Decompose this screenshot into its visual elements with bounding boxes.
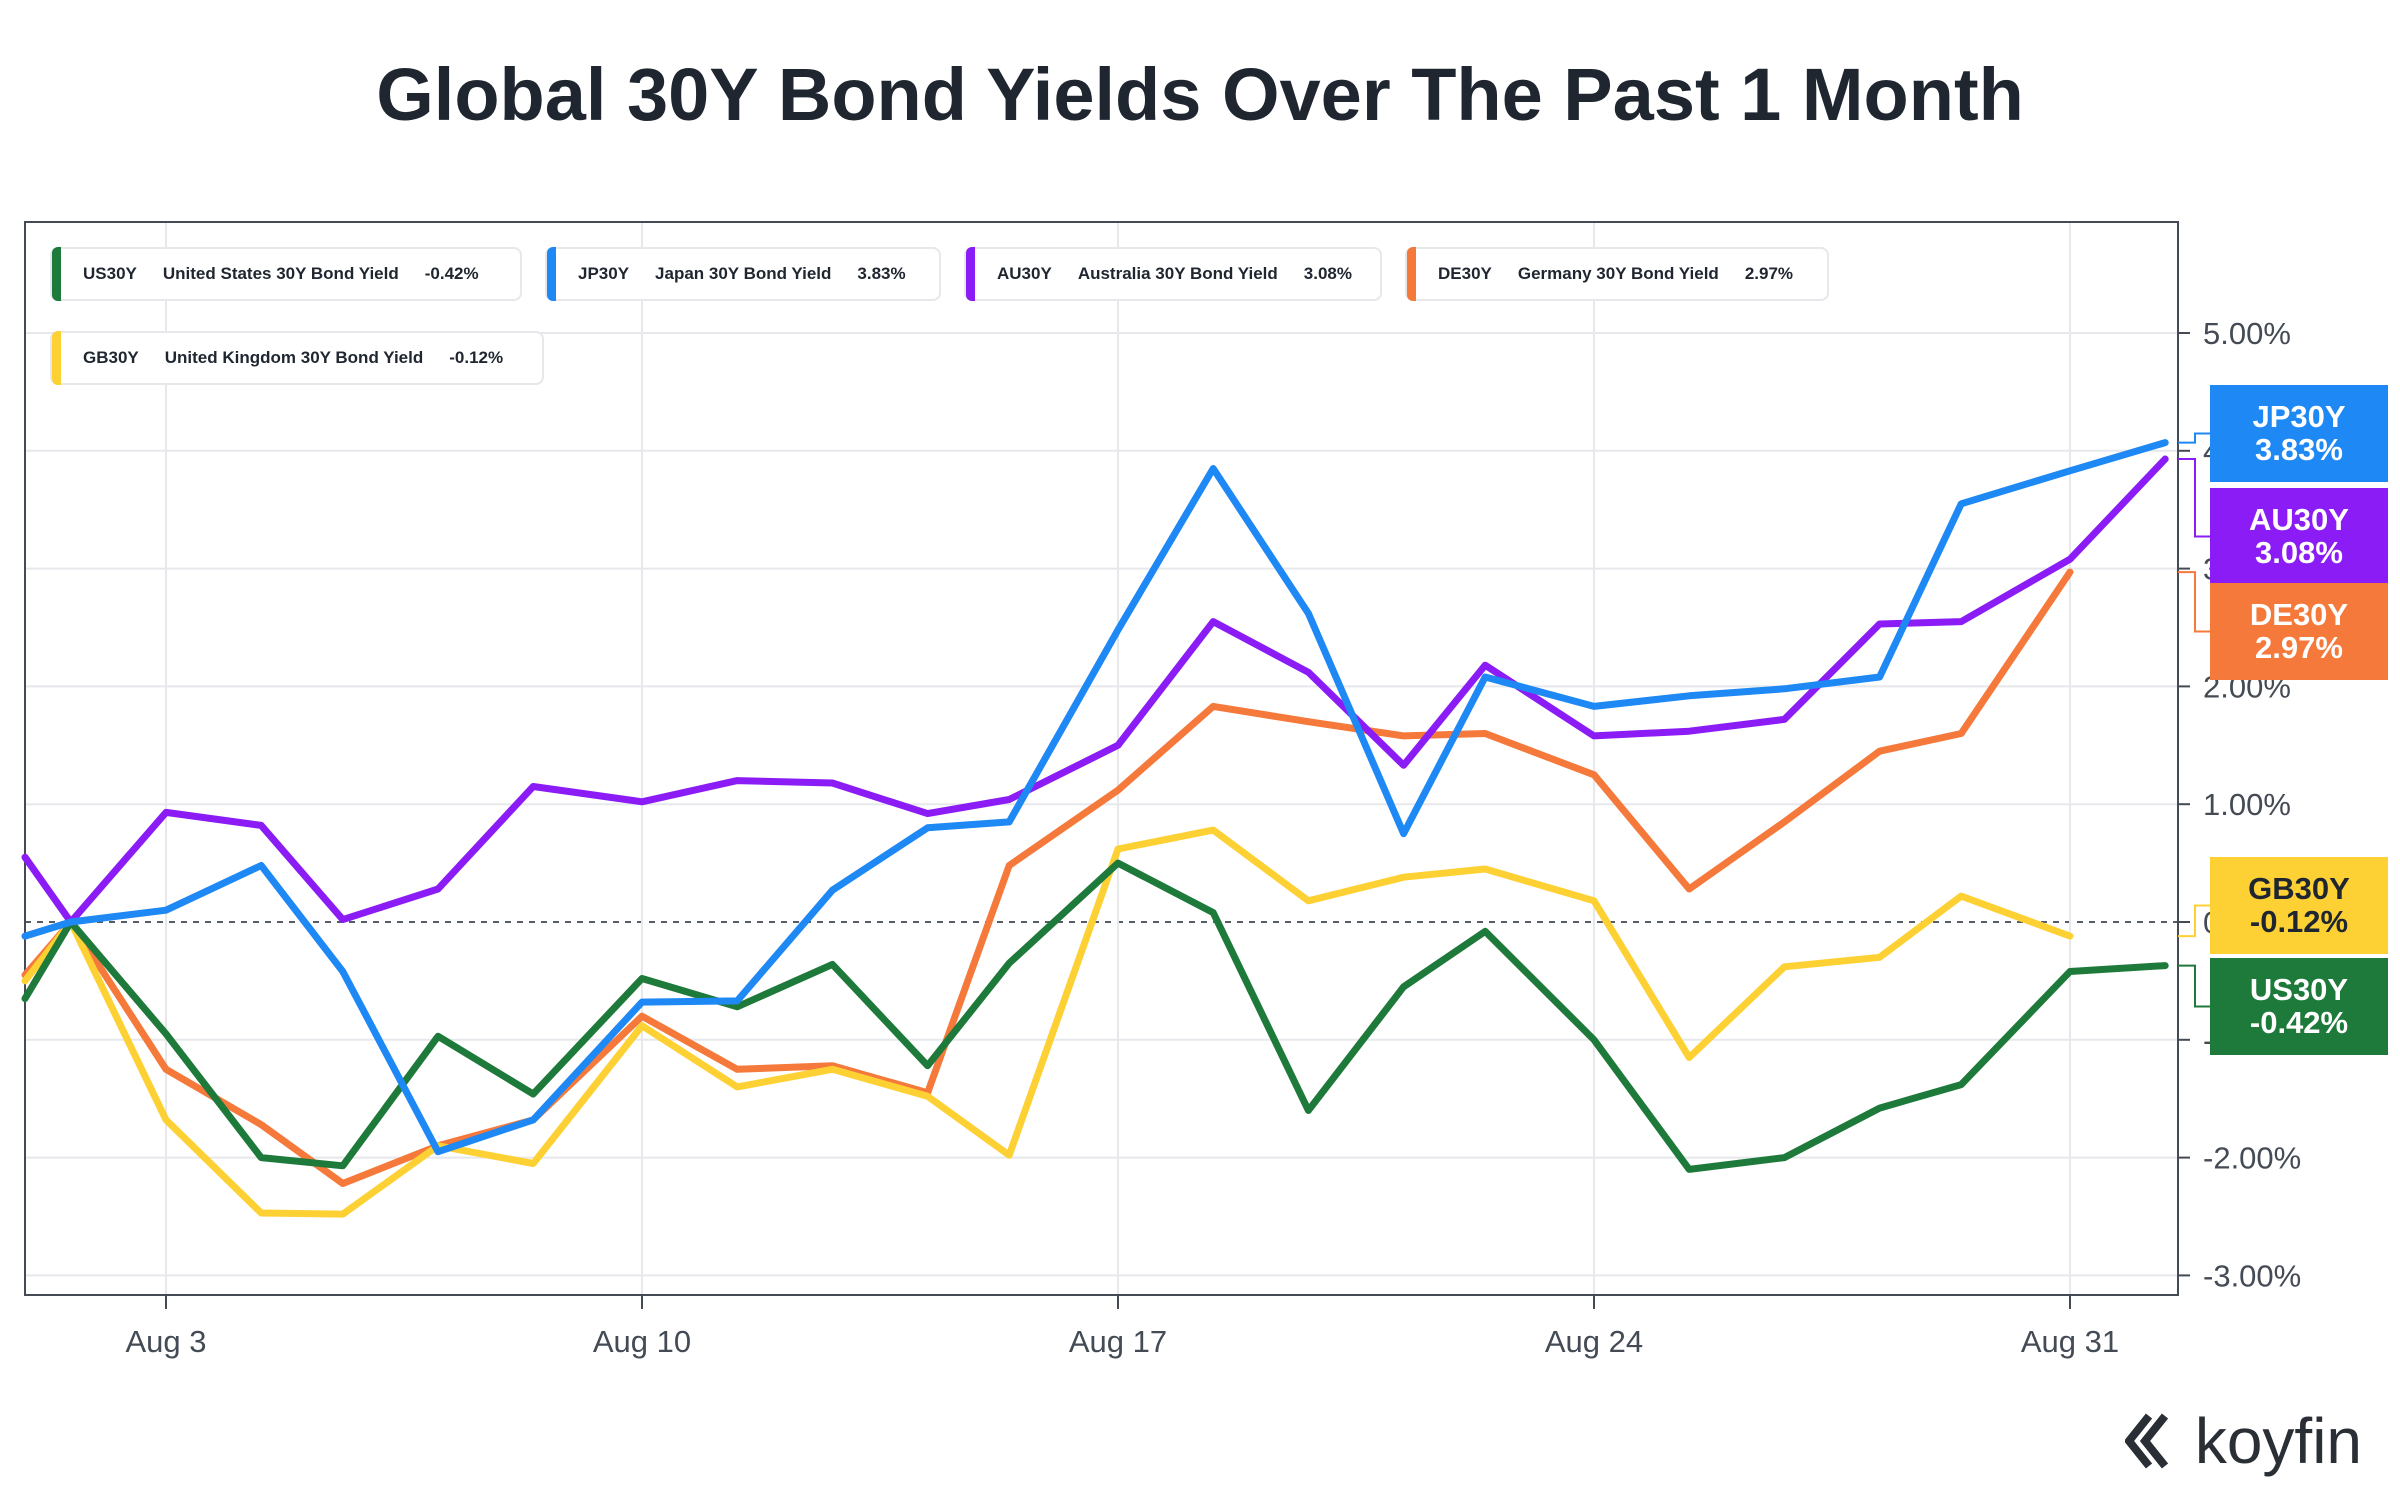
koyfin-logo-icon <box>2124 1413 2168 1469</box>
value-tag-value: 3.08% <box>2255 535 2343 570</box>
legend-series-name: United States 30Y Bond Yield <box>162 264 399 283</box>
tag-connector-us30y <box>2178 964 2210 1008</box>
value-tag-ticker: GB30Y <box>2248 871 2350 906</box>
grid-lines <box>25 222 2178 1295</box>
legend-swatch <box>52 331 61 385</box>
brand-logo: koyfin <box>2124 1404 2362 1478</box>
series-lines <box>21 439 2169 1218</box>
value-tag-jp30y: JP30Y 3.83% <box>2210 385 2388 482</box>
x-tick-label: Aug 24 <box>1545 1324 1643 1359</box>
legend-item-au30y[interactable]: AU30Y Australia 30Y Bond Yield 3.08% <box>964 247 1382 301</box>
y-tick-label: 1.00% <box>2203 787 2291 822</box>
value-tag-gb30y: GB30Y -0.12% <box>2210 857 2388 954</box>
value-tag-ticker: DE30Y <box>2249 597 2349 632</box>
legend-value: 3.08% <box>1303 264 1352 283</box>
legend-item-us30y[interactable]: US30Y United States 30Y Bond Yield -0.42% <box>50 247 522 301</box>
legend-item-de30y[interactable]: DE30Y Germany 30Y Bond Yield 2.97% <box>1405 247 1829 301</box>
legend-swatch <box>966 247 975 301</box>
legend-item-gb30y[interactable]: GB30Y United Kingdom 30Y Bond Yield -0.12% <box>50 331 544 385</box>
legend-ticker: DE30Y <box>1438 264 1492 283</box>
series-line-au30y <box>21 455 2169 926</box>
legend-ticker: JP30Y <box>578 264 630 283</box>
legend-series-name: Japan 30Y Bond Yield <box>655 264 832 283</box>
x-tick-label: Aug 17 <box>1069 1324 1167 1359</box>
legend-ticker: US30Y <box>83 264 137 283</box>
series-line-gb30y <box>21 826 2074 1218</box>
value-tag-us30y: US30Y -0.42% <box>2210 958 2388 1055</box>
legend-series-name: Germany 30Y Bond Yield <box>1517 264 1719 283</box>
x-tick-label: Aug 10 <box>593 1324 691 1359</box>
legend-swatch <box>52 247 61 301</box>
legend-value: -0.12% <box>449 348 504 367</box>
value-tag-ticker: US30Y <box>2249 972 2349 1007</box>
legend-ticker: GB30Y <box>83 348 139 367</box>
series-line-jp30y <box>21 439 2169 1156</box>
value-tag-value: -0.12% <box>2249 904 2349 939</box>
series-line-de30y <box>21 568 2074 1187</box>
value-tag-ticker: JP30Y <box>2252 399 2346 434</box>
x-tick-label: Aug 31 <box>2021 1324 2119 1359</box>
tag-connector-jp30y <box>2178 432 2210 444</box>
plot-frame <box>24 221 2179 1296</box>
legend-ticker: AU30Y <box>997 264 1052 283</box>
y-tick-label: 5.00% <box>2203 316 2291 351</box>
tag-connector-au30y <box>2178 458 2210 538</box>
y-tick-label: -2.00% <box>2203 1141 2301 1176</box>
value-tag-value: 3.83% <box>2255 432 2343 467</box>
y-tick-label: -3.00% <box>2203 1258 2301 1293</box>
value-tag-value: 2.97% <box>2255 630 2343 665</box>
tag-connector-de30y <box>2178 571 2210 633</box>
brand-name: koyfin <box>2194 1405 2362 1477</box>
tag-connectors <box>2178 432 2210 1008</box>
tag-connector-gb30y <box>2178 904 2210 938</box>
series-line-us30y <box>21 859 2169 1173</box>
x-axis: Aug 3 Aug 10 Aug 17 Aug 24 Aug 31 <box>125 1295 2119 1359</box>
value-tag-au30y: AU30Y 3.08% <box>2210 488 2388 585</box>
legend-value: 2.97% <box>1744 264 1794 283</box>
chart-title: Global 30Y Bond Yields Over The Past 1 M… <box>376 53 2024 136</box>
x-tick-label: Aug 3 <box>125 1324 206 1359</box>
legend-value: -0.42% <box>424 264 479 283</box>
legend-series-name: Australia 30Y Bond Yield <box>1077 264 1278 283</box>
legend-series-name: United Kingdom 30Y Bond Yield <box>164 348 424 367</box>
legend-swatch <box>1407 247 1416 301</box>
value-tag-de30y: DE30Y 2.97% <box>2210 583 2388 680</box>
value-tag-value: -0.42% <box>2249 1005 2349 1040</box>
legend-swatch <box>547 247 556 301</box>
legend-item-jp30y[interactable]: JP30Y Japan 30Y Bond Yield 3.83% <box>545 247 941 301</box>
value-tag-ticker: AU30Y <box>2249 502 2349 537</box>
legend-value: 3.83% <box>857 264 906 283</box>
